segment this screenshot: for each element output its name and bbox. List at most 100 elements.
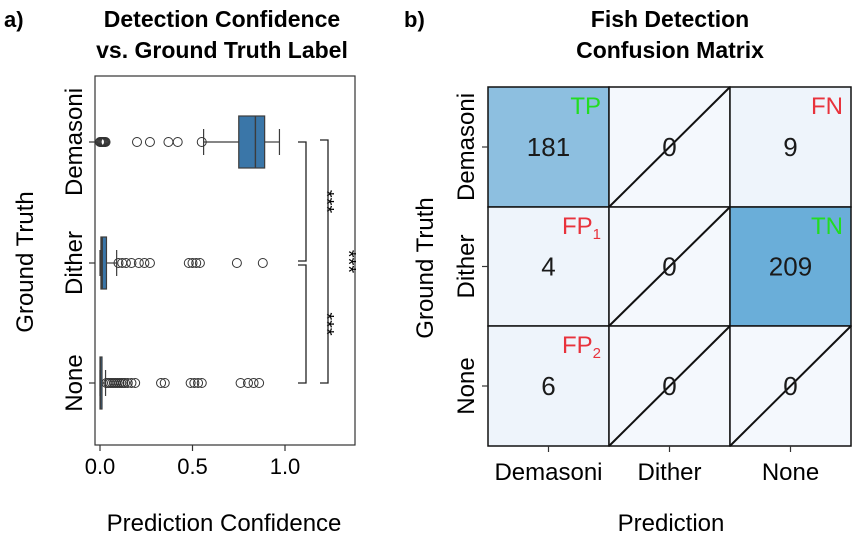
outlier-point [196,378,207,388]
cell-value: 4 [541,252,555,282]
outlier-point [126,378,137,388]
outlier-point [126,258,137,268]
x-tick-label: 1.0 [270,454,301,479]
bracket-demasoni-dither [298,141,307,262]
outlier-point [122,378,133,388]
cell-background [487,206,610,327]
cell-diagonal-slash [608,86,731,208]
significance-brackets: *** *** *** [298,139,359,384]
outlier-point [235,378,246,388]
outlier-point [159,378,170,388]
outlier-point [139,258,150,268]
box-dither [99,236,268,290]
outlier-point [243,378,253,388]
cell-value: 0 [662,252,676,282]
outlier-point [191,258,202,268]
panel-a-xlabel: Prediction Confidence [107,510,342,537]
bracket-dither-none-label: *** [315,312,337,336]
y-tick-label-demasoni: Demasoni [61,88,88,196]
panel-a-plot-frame [94,75,356,446]
cell-tag-fn: FN [811,93,843,120]
outlier-point [193,378,204,388]
outlier-point [187,258,198,268]
box-demasoni [95,115,281,169]
panel-b-xlabel: Prediction [618,510,725,537]
panel-a-title-line-1: Detection Confidence [104,6,340,32]
box-body [238,115,266,169]
outlier-point [119,378,130,388]
matrix-cell-r2-c1: 0 [608,325,731,447]
outlier-point [133,258,144,268]
matrix-x-label-demasoni: Demasoni [494,459,602,486]
cell-diagonal-slash [608,325,731,447]
panel-b-ylabel: Ground Truth [412,197,439,338]
y-tick-label-none: None [61,354,88,411]
panel-a-title-line-2: vs. Ground Truth Label [96,37,348,63]
x-tick-label: 0.5 [177,454,208,479]
cell-value: 181 [527,132,570,162]
cell-tag-fp1: FP1 [562,213,601,243]
cell-value: 209 [769,252,812,282]
bracket-demasoni-none-label: *** [337,250,359,274]
panel-b-title-line-2: Confusion Matrix [576,37,764,63]
panel-b-label: b) [404,7,425,32]
cell-background [487,325,610,447]
matrix-cell-r2-c2: 0 [729,325,852,447]
matrix-y-label-demasoni: Demasoni [453,93,480,201]
cell-tag-tp: TP [570,93,601,120]
cell-background [487,86,610,208]
outlier-point [196,137,207,147]
panel-a-label: a) [4,7,24,32]
cell-tag-fp2: FP2 [562,332,601,362]
panel-b-title-line-1: Fish Detection [591,6,749,32]
cell-background [729,86,852,208]
panel-b-matrix-layer: 181 0 9 4 0 209 6 0 0 TP FN FP1 TN FP2 Demasoni Dither N… [453,86,852,486]
outlier-point [130,378,141,388]
box-body [100,236,108,290]
bracket-dither-none [298,264,307,384]
outlier-point [120,258,131,268]
outlier-point [113,258,124,268]
bracket-demasoni-none [320,139,329,384]
matrix-cell-r0-c2: 9 [729,86,852,208]
outlier-point [144,137,155,147]
panel-a-ylabel: Ground Truth [12,191,39,332]
matrix-y-label-dither: Dither [453,234,480,298]
x-tick-label: 0.0 [85,454,116,479]
outlier-point [156,378,167,388]
outlier-point [163,137,174,147]
outlier-point [194,258,205,268]
bracket-demasoni-dither-label: *** [315,190,337,214]
matrix-cell-r2-c0: 6 [487,325,610,447]
cell-value: 0 [783,371,797,401]
outlier-point [185,378,196,388]
outlier-point [189,378,200,388]
outlier-point [254,378,265,388]
outlier-point [231,258,242,268]
cell-value: 0 [662,371,676,401]
outlier-point [172,137,183,147]
matrix-cell-r1-c1: 0 [608,206,731,327]
matrix-cell-r1-c0: 4 [487,206,610,327]
outlier-point [132,137,142,147]
matrix-x-label-dither: Dither [637,459,701,486]
cell-diagonal-slash [608,206,731,327]
y-tick-label-dither: Dither [61,231,88,295]
matrix-x-label-none: None [762,459,819,486]
matrix-cell-r0-c1: 0 [608,86,731,208]
outlier-point [248,378,259,388]
outlier-point [100,137,111,147]
cell-tag-tn: TN [811,213,843,240]
cell-value: 0 [662,132,676,162]
cell-value: 6 [541,371,555,401]
outlier-point [144,258,155,268]
outlier-point [183,258,194,268]
outlier-point [257,258,268,268]
cell-diagonal-slash [729,325,852,447]
matrix-cell-r0-c0: 181 [487,86,610,208]
panel-a-boxplot-layer: 0.0 0.5 1.0 Demasoni Dither None *** *** *** [61,88,359,479]
matrix-y-label-none: None [453,357,480,414]
box-none [99,356,265,410]
cell-value: 9 [783,132,797,162]
